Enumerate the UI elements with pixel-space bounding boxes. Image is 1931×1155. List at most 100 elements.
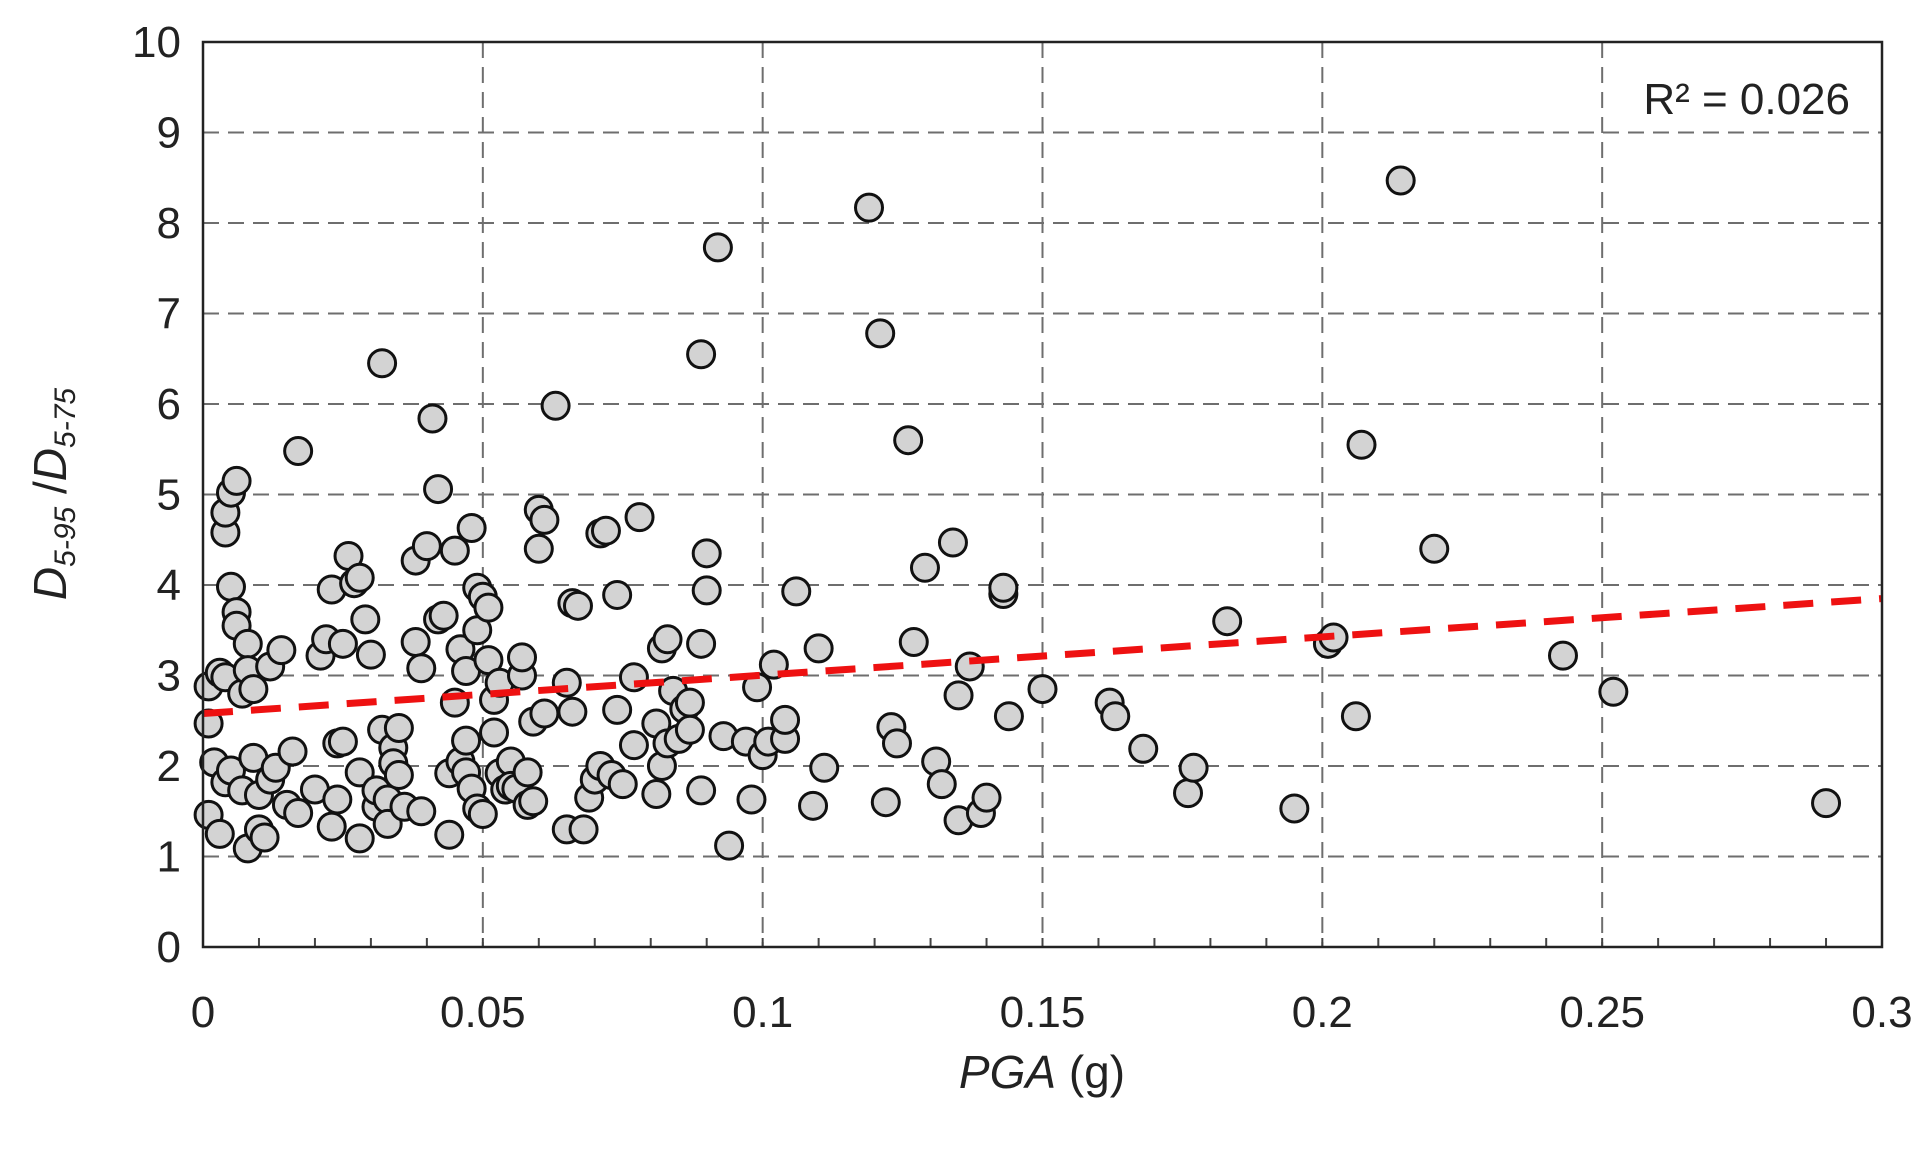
data-point-154: [803, 633, 834, 664]
data-point-178: [1128, 733, 1159, 764]
data-points: [193, 165, 1842, 864]
data-point-97: [507, 642, 538, 673]
data-point-134: [674, 687, 705, 718]
data-point-121: [607, 769, 638, 800]
data-point-181: [1212, 606, 1243, 637]
data-point-171: [971, 782, 1002, 813]
data-point-119: [602, 579, 633, 610]
data-point-140: [691, 575, 722, 606]
x-tick-label-4: 0.2: [1292, 988, 1353, 1037]
data-point-19: [232, 628, 263, 659]
data-point-110: [557, 696, 588, 727]
y-tick-label-2: 2: [157, 742, 181, 791]
data-point-86: [473, 592, 504, 623]
data-point-156: [854, 192, 885, 223]
data-point-112: [568, 814, 599, 845]
y-title-slash: /: [24, 481, 76, 507]
y-tick-label-3: 3: [157, 652, 181, 701]
data-point-49: [355, 639, 386, 670]
data-point-111: [562, 590, 593, 621]
data-point-13: [215, 571, 246, 602]
data-point-179: [1173, 778, 1204, 809]
data-point-173: [988, 572, 1019, 603]
data-point-139: [691, 538, 722, 569]
data-point-80: [456, 512, 487, 543]
data-point-47: [344, 823, 375, 854]
data-point-163: [909, 552, 940, 583]
data-point-152: [781, 576, 812, 607]
x-tick-label-5: 0.25: [1559, 988, 1645, 1037]
data-point-153: [798, 790, 829, 821]
data-point-68: [423, 474, 454, 505]
data-point-136: [686, 339, 717, 370]
y-title-sub1: 5-95: [49, 506, 82, 566]
x-tick-label-6: 0.3: [1851, 988, 1912, 1037]
data-point-158: [870, 787, 901, 818]
trendline: [202, 595, 1883, 718]
data-point-59: [383, 712, 414, 743]
data-point-135: [674, 714, 705, 745]
y-title-sub2: 5-75: [49, 388, 82, 448]
x-tick-labels: 0 0.05 0.1 0.15 0.2 0.25 0.3: [191, 988, 1913, 1037]
data-point-175: [1027, 674, 1058, 705]
data-point-103: [523, 533, 554, 564]
data-point-174: [993, 701, 1024, 732]
data-point-12: [221, 465, 252, 496]
data-point-185: [1340, 701, 1371, 732]
x-tick-label-1: 0.05: [440, 988, 526, 1037]
data-point-160: [881, 728, 912, 759]
data-point-117: [590, 515, 621, 546]
y-tick-label-9: 9: [157, 109, 181, 158]
data-point-71: [434, 819, 465, 850]
y-tick-label-8: 8: [157, 199, 181, 248]
y-title-d1: D: [24, 567, 76, 600]
data-point-124: [624, 502, 655, 533]
y-tick-label-5: 5: [157, 471, 181, 520]
y-tick-label-6: 6: [157, 380, 181, 429]
y-tick-label-10: 10: [132, 18, 181, 67]
data-point-65: [411, 531, 442, 562]
data-point-182: [1279, 793, 1310, 824]
data-point-64: [406, 796, 437, 827]
data-point-78: [451, 725, 482, 756]
data-point-40: [322, 784, 353, 815]
data-point-137: [686, 628, 717, 659]
x-axis-title-unit: (g): [1056, 1046, 1125, 1098]
data-point-5: [204, 818, 235, 849]
data-point-166: [937, 527, 968, 558]
data-point-62: [400, 627, 431, 658]
data-point-141: [702, 232, 733, 263]
data-point-99: [512, 757, 543, 788]
data-point-66: [417, 403, 448, 434]
data-point-33: [283, 436, 314, 467]
data-point-188: [1419, 533, 1450, 564]
y-tick-label-7: 7: [157, 290, 181, 339]
x-tick-label-3: 0.15: [1000, 988, 1086, 1037]
data-point-120: [602, 694, 633, 725]
data-point-31: [277, 736, 308, 767]
data-point-186: [1346, 429, 1377, 460]
data-point-48: [350, 604, 381, 635]
data-point-145: [736, 784, 767, 815]
data-point-165: [926, 769, 957, 800]
data-point-162: [898, 627, 929, 658]
data-point-101: [518, 786, 549, 817]
data-point-105: [529, 698, 560, 729]
data-point-63: [406, 653, 437, 684]
y-tick-label-0: 0: [157, 923, 181, 972]
data-point-38: [316, 811, 347, 842]
data-point-177: [1100, 701, 1131, 732]
x-tick-label-0: 0: [191, 988, 215, 1037]
data-point-32: [283, 798, 314, 829]
y-tick-labels: 0 1 2 3 4 5 6 7 8 9 10: [132, 18, 181, 972]
data-point-58: [383, 760, 414, 791]
data-point-151: [770, 704, 801, 735]
data-point-161: [893, 425, 924, 456]
data-point-187: [1385, 165, 1416, 196]
data-point-155: [809, 752, 840, 783]
data-point-168: [943, 680, 974, 711]
r-squared-annotation: R² = 0.026: [1643, 75, 1850, 124]
data-point-21: [238, 674, 269, 705]
data-point-125: [641, 779, 672, 810]
